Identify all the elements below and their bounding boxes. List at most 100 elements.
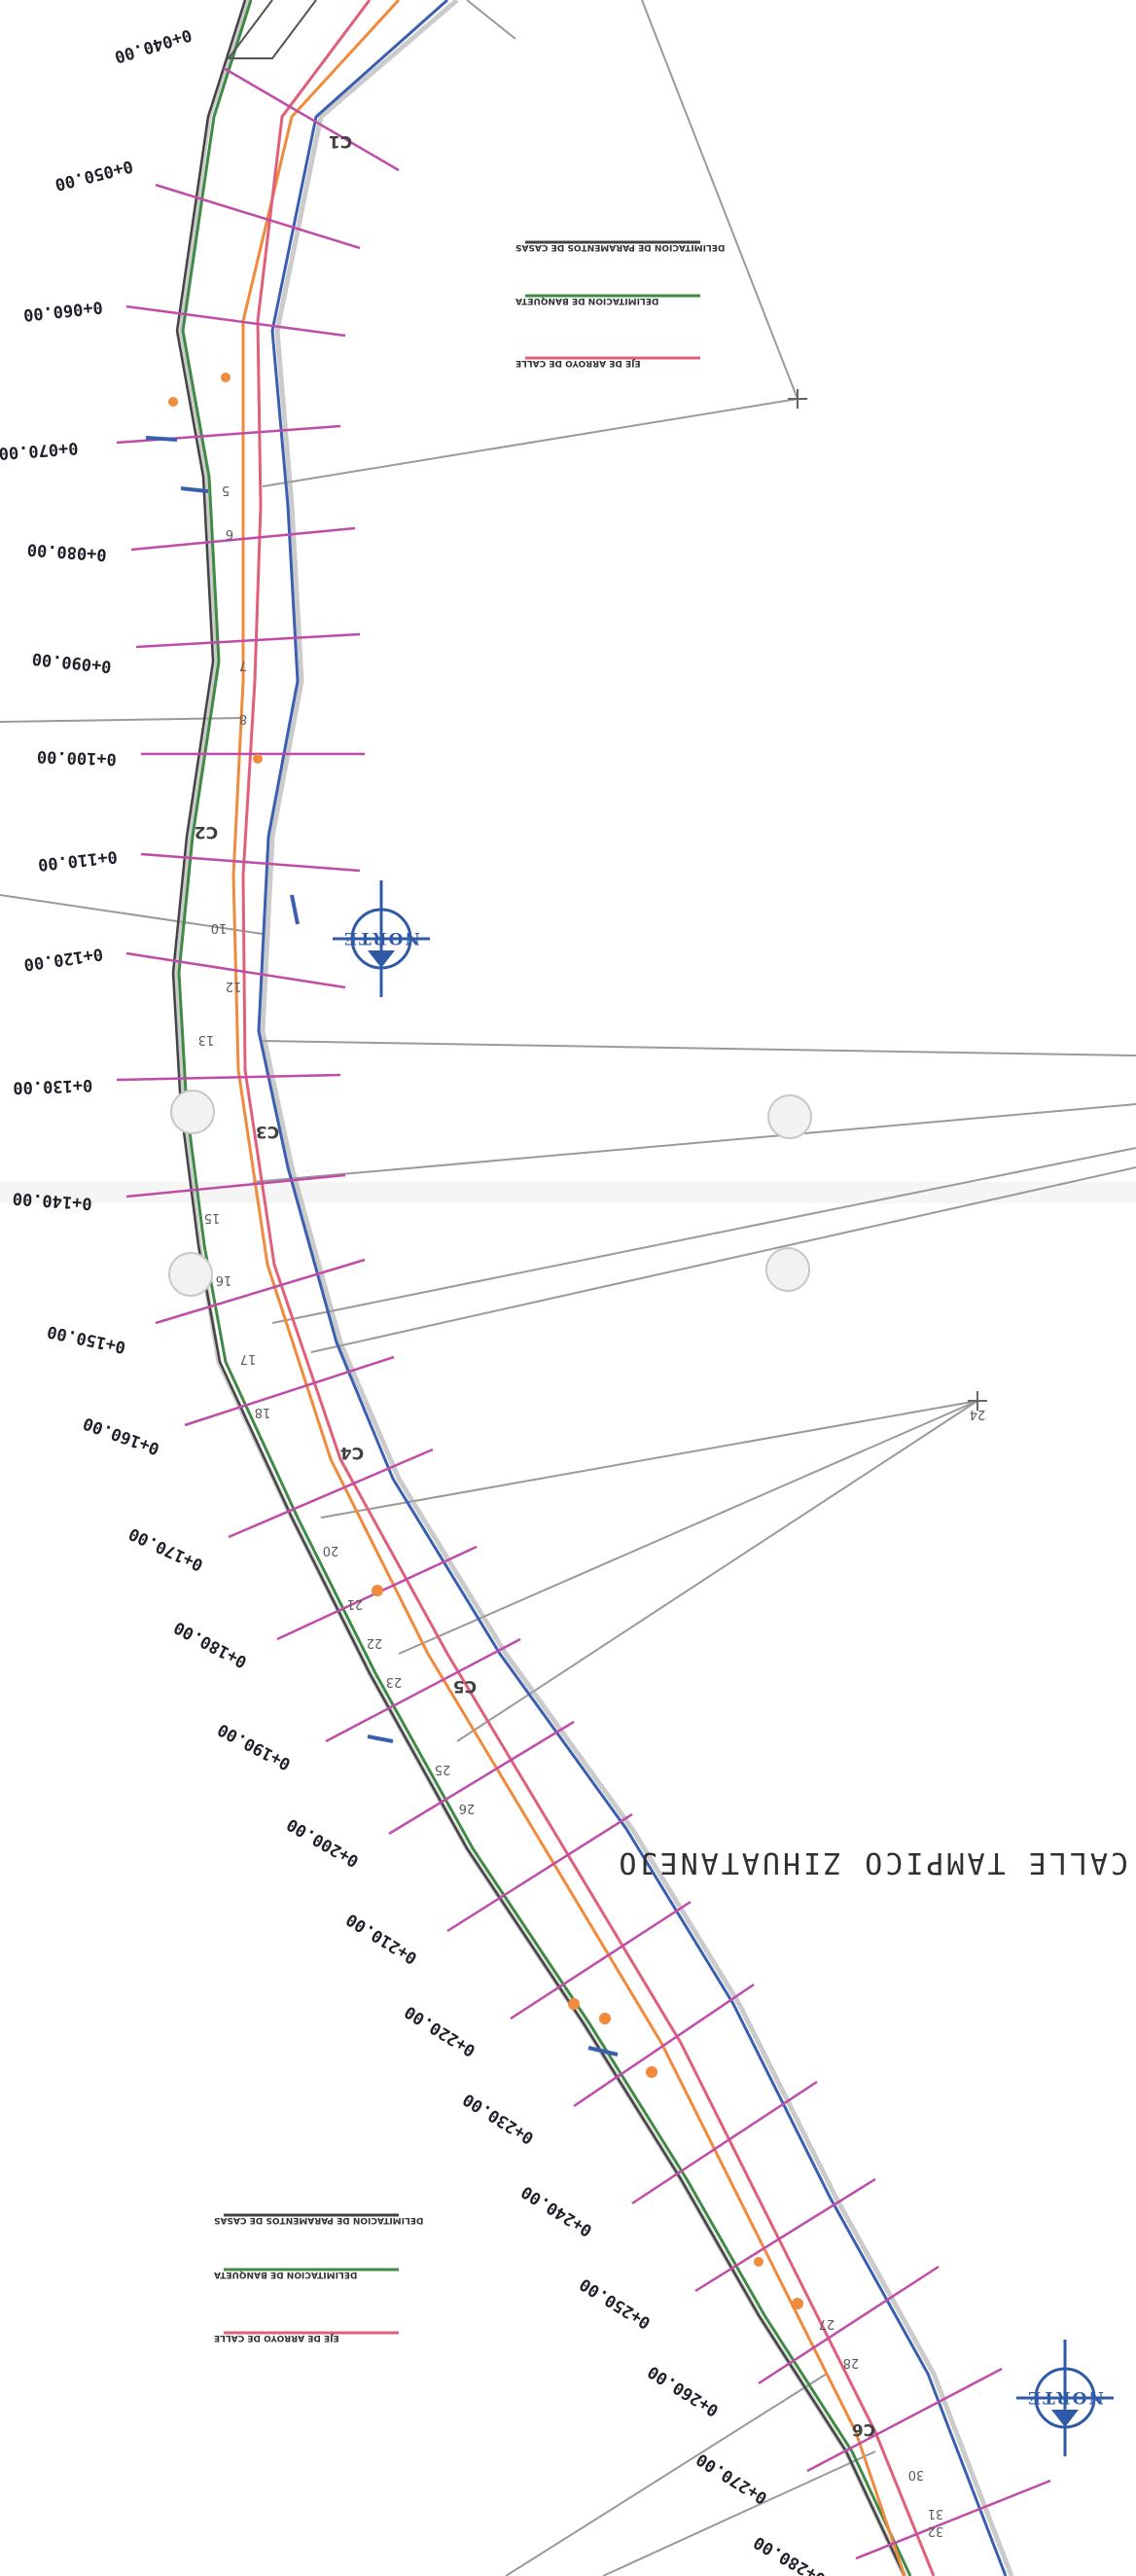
blue-right-line bbox=[257, 0, 1008, 2576]
station-label: 0+210.00 bbox=[343, 1909, 421, 1967]
station-label: 0+080.00 bbox=[26, 539, 107, 564]
north-arrow-head bbox=[368, 950, 395, 968]
outer-offset-right bbox=[260, 0, 1014, 2576]
reference-line bbox=[320, 1400, 978, 1519]
station-label: 0+250.00 bbox=[577, 2273, 655, 2332]
cross-sections bbox=[116, 66, 1051, 2560]
point-number: 15 bbox=[204, 1210, 221, 1225]
orange-line bbox=[231, 0, 906, 2576]
point-number: 25 bbox=[435, 1762, 451, 1776]
station-label: 0+270.00 bbox=[693, 2449, 771, 2507]
point-number: 23 bbox=[386, 1674, 403, 1689]
point-number: 32 bbox=[928, 2523, 944, 2538]
point-number: 24 bbox=[970, 1407, 986, 1421]
station-label: 0+050.00 bbox=[53, 156, 134, 194]
north-arrow-head bbox=[1051, 2410, 1079, 2427]
orange-markers bbox=[168, 373, 803, 2309]
point-number: 13 bbox=[198, 1032, 215, 1047]
point-number: 12 bbox=[226, 979, 242, 993]
street-centerline bbox=[241, 0, 936, 2576]
legend-label: DELIMITACION DE BANQUETA bbox=[515, 296, 658, 305]
top-structure bbox=[227, 0, 317, 59]
station-label: 0+230.00 bbox=[460, 2089, 538, 2147]
hole-punches bbox=[168, 1090, 812, 1297]
station-label: 0+170.00 bbox=[125, 1523, 206, 1575]
point-number: 30 bbox=[908, 2467, 925, 2482]
point-number: 18 bbox=[255, 1405, 271, 1419]
point-number: 16 bbox=[216, 1272, 232, 1287]
curve-label: C6 bbox=[852, 2419, 875, 2439]
station-label: 0+100.00 bbox=[37, 746, 118, 769]
station-label: 0+090.00 bbox=[31, 648, 113, 675]
reference-line bbox=[602, 2451, 876, 2576]
reference-line bbox=[466, 0, 516, 40]
reference-line bbox=[0, 894, 264, 935]
station-label: 0+160.00 bbox=[81, 1413, 162, 1458]
station-label: 0+120.00 bbox=[22, 944, 104, 974]
curve-label: C5 bbox=[453, 1676, 477, 1696]
station-label: 0+220.00 bbox=[402, 2001, 479, 2059]
legend-bottom: DELIMITACION DE PARAMENTOS DE CASAS DELIM… bbox=[214, 2213, 423, 2343]
curve-labels: C1 C2 C3 C4 C5 C6 bbox=[195, 131, 875, 2439]
station-label: 0+130.00 bbox=[13, 1075, 93, 1097]
reference-line bbox=[398, 1400, 978, 1655]
point-number: 10 bbox=[211, 920, 228, 935]
curve-label: C1 bbox=[329, 131, 352, 151]
point-number: 22 bbox=[367, 1635, 383, 1650]
curve-label: C3 bbox=[256, 1122, 279, 1141]
station-labels: 0+040.00 0+050.00 0+060.00 0+070.00 0+080.00… bbox=[0, 24, 830, 2576]
survey-point-top bbox=[788, 389, 807, 409]
reference-line bbox=[262, 1040, 1136, 1056]
reference-line bbox=[505, 2373, 828, 2576]
reference-line bbox=[271, 1147, 1136, 1324]
curve-label: C4 bbox=[340, 1443, 364, 1462]
point-number: 31 bbox=[928, 2506, 944, 2521]
point-labels: 5 6 7 8 10 12 13 15 16 17 18 20 21 22 23 25 26 27 28 30 31 32… bbox=[198, 483, 986, 2538]
point-number: 20 bbox=[323, 1543, 339, 1557]
station-label: 0+150.00 bbox=[46, 1321, 127, 1357]
reference-line bbox=[252, 1103, 1136, 1183]
legend-label: DELIMITACION DE BANQUETA bbox=[214, 2270, 357, 2279]
station-label: 0+200.00 bbox=[284, 1814, 363, 1871]
curve-label: C2 bbox=[195, 822, 218, 841]
north-arrow-bottom: NORTE bbox=[1016, 2340, 1114, 2456]
station-label: 0+040.00 bbox=[112, 24, 194, 66]
reference-line bbox=[262, 398, 799, 487]
point-number: 27 bbox=[819, 2316, 835, 2331]
station-label: 0+190.00 bbox=[215, 1719, 295, 1773]
legend-label: DELIMITACION DE PARAMENTOS DE CASAS bbox=[515, 242, 725, 252]
station-label: 0+070.00 bbox=[0, 438, 79, 463]
station-label: 0+060.00 bbox=[22, 297, 104, 324]
station-label: 0+260.00 bbox=[645, 2361, 723, 2419]
legend-label: DELIMITACION DE PARAMENTOS DE CASAS bbox=[214, 2215, 423, 2225]
station-label: 0+110.00 bbox=[37, 846, 119, 874]
blue-ticks bbox=[145, 436, 619, 2057]
sidewalk-line-left bbox=[177, 0, 912, 2576]
house-line-left bbox=[171, 0, 906, 2576]
station-label: 0+240.00 bbox=[518, 2181, 596, 2239]
point-number: 5 bbox=[222, 483, 230, 497]
reference-line bbox=[0, 717, 244, 723]
point-number: 21 bbox=[347, 1596, 364, 1611]
legend-label: EJE DE ARROYO DE CALLE bbox=[214, 2333, 339, 2343]
survey-point-24 bbox=[968, 1391, 987, 1411]
reference-line bbox=[641, 0, 799, 400]
north-arrow: NORTE bbox=[333, 880, 430, 997]
reference-line bbox=[456, 1400, 978, 1742]
legend-label: EJE DE ARROYO DE CALLE bbox=[515, 358, 641, 368]
station-label: 0+280.00 bbox=[751, 2532, 830, 2576]
north-label: NORTE bbox=[342, 928, 420, 948]
point-number: 28 bbox=[843, 2355, 860, 2370]
point-number: 8 bbox=[239, 711, 247, 726]
reference-line bbox=[310, 1166, 1136, 1353]
legend-top: DELIMITACION DE PARAMENTOS DE CASAS DELIM… bbox=[515, 240, 725, 368]
paper-fold bbox=[0, 1182, 1136, 1203]
street-name: CALLE TAMPICO ZIHUATANEJO bbox=[616, 1845, 1128, 1879]
point-number: 7 bbox=[239, 658, 247, 672]
station-label: 0+180.00 bbox=[171, 1617, 251, 1671]
point-number: 6 bbox=[226, 526, 233, 541]
point-number: 17 bbox=[240, 1351, 257, 1366]
point-number: 26 bbox=[459, 1801, 476, 1815]
